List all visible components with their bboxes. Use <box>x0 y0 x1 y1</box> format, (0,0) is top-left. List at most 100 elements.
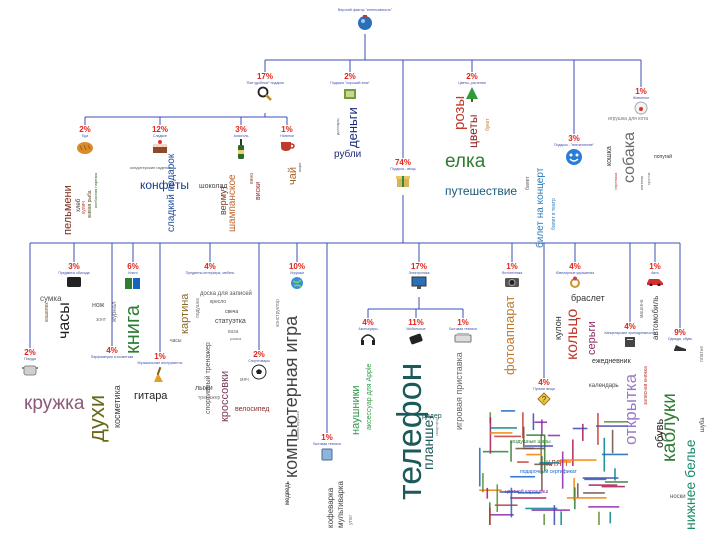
word-int-5: подушка <box>195 298 201 318</box>
word-sport-5: спортивный тренажер <box>205 342 212 414</box>
word-animal-3: попугай <box>654 154 672 160</box>
cloud-texture-mark <box>526 453 542 456</box>
word-impress-3: билет <box>525 176 531 190</box>
pet-icon <box>634 101 648 115</box>
node-alcohol[interactable]: 3% Алкоголь <box>206 125 276 159</box>
node-perfume[interactable]: 4% Парфюмерия и косметика <box>77 346 147 359</box>
cloud-texture-mark <box>534 421 548 424</box>
cloud-texture-mark <box>526 434 545 436</box>
wallet-icon <box>67 277 81 287</box>
word-animal-1: кошка <box>606 146 613 166</box>
node-dishes[interactable]: 2% Посуда <box>0 348 65 376</box>
pct-photo: 1% <box>506 262 518 271</box>
node-other[interactable]: 4% Прочие вещи ? <box>509 378 579 406</box>
cloud-texture-mark <box>482 450 509 453</box>
pct-phones: 11% <box>408 318 424 327</box>
word-cl-4: носки <box>670 494 686 500</box>
node-impress[interactable]: 3% Подарок - "впечатление" <box>539 134 609 166</box>
pct-animal: 1% <box>635 87 647 96</box>
word-sport-4: тренажер <box>198 395 221 401</box>
word-food-4: колбасная нарезка <box>93 172 98 208</box>
node-drinks[interactable]: 1% Напитки <box>252 125 322 153</box>
node-interior[interactable]: 4% Предметы интерьера, мебель <box>175 262 245 275</box>
node-books[interactable]: 6% Книги <box>98 262 168 290</box>
node-games[interactable]: 10% Игрушки <box>262 262 332 290</box>
pct-headphones: 4% <box>362 318 374 327</box>
word-money-2: доллары <box>335 118 340 135</box>
pct-clothes: 9% <box>674 328 686 337</box>
caption-other: Прочие вещи <box>533 387 555 391</box>
node-car[interactable]: 1% Авто <box>620 262 690 286</box>
cloud-texture-mark <box>601 485 625 488</box>
node-office[interactable]: 1% Бытовая техника <box>292 433 362 461</box>
word-alc-2: виски <box>255 181 262 200</box>
word-alc-1: шампанское <box>227 174 238 232</box>
root-node[interactable]: Верхний фактор "интенсивность" <box>310 8 420 31</box>
node-money[interactable]: 2% Подарок "хороший знак" <box>315 72 385 102</box>
root-caption: Верхний фактор "интенсивность" <box>337 8 393 12</box>
node-food[interactable]: 2% Еда <box>50 125 120 155</box>
cloud-texture-mark <box>489 417 492 454</box>
cloud-texture-mark <box>510 475 535 478</box>
word-cl-2: нижнее белье <box>682 439 698 530</box>
cloud-texture-mark <box>611 429 614 454</box>
pct-impress: 3% <box>568 134 580 143</box>
cloud-texture-mark <box>561 451 564 489</box>
cloud-texture-mark <box>566 497 607 499</box>
pct-office: 1% <box>321 433 333 442</box>
word-int-6: ваза <box>228 329 239 335</box>
node-electronics[interactable]: 17% Электроника <box>384 262 454 290</box>
cloud-texture-mark <box>489 427 517 429</box>
monitor-icon <box>411 276 427 289</box>
money-icon <box>344 89 356 99</box>
node-phones[interactable]: 11% Мобильные <box>381 318 451 346</box>
pct-perfume: 4% <box>106 346 118 355</box>
node-consoles[interactable]: 1% Бытовая техника <box>428 318 498 344</box>
caption-dishes: Посуда <box>24 357 36 361</box>
gift-icon <box>396 176 410 187</box>
word-games-2: медведь <box>285 481 291 505</box>
pct-drinks: 1% <box>281 125 293 134</box>
cloud-texture-mark <box>553 505 556 525</box>
word-cards-3: записная книжка <box>643 366 649 405</box>
question-sign-icon: ? <box>537 392 551 406</box>
node-music[interactable]: 1% Музыкальные инструменты <box>125 352 195 384</box>
caption-perfume: Парфюмерия и косметика <box>90 355 134 359</box>
node-clothes[interactable]: 9% Одежда, обувь <box>645 328 715 352</box>
node-accessories[interactable]: 3% Предметы обихода <box>39 262 109 288</box>
node-sweets[interactable]: 12% Сладкое <box>125 125 195 155</box>
node-photo[interactable]: 1% Фототехника <box>477 262 547 288</box>
node-gifts[interactable]: 17% "Все удобные" подарки <box>230 72 300 102</box>
bread-icon <box>77 142 93 154</box>
word-ph-2: ридер <box>422 413 442 420</box>
node-flowers[interactable]: 2% Цветы, растения <box>437 72 507 102</box>
word-jw-0: кольцо <box>564 308 581 360</box>
pct-flowers: 2% <box>466 72 478 81</box>
word-money-0: деньги <box>345 107 360 148</box>
cloud-texture-mark <box>522 412 524 439</box>
node-sport[interactable]: 2% Спорттовары <box>224 350 294 380</box>
caption-animal: Животное <box>632 96 650 100</box>
pct-sport: 2% <box>253 350 265 359</box>
word-acc-3: зонт <box>96 317 107 323</box>
node-cards[interactable]: 4% Канцелярские принадлежности <box>595 322 665 348</box>
node-material[interactable]: 74% Подарок - вещь <box>368 158 438 188</box>
word-flowers-2: елка <box>445 151 486 172</box>
node-animal[interactable]: 1% Животное <box>606 87 676 115</box>
phone-icon <box>409 333 423 345</box>
word-sweets-3: кондитерские изделия <box>130 165 172 170</box>
caption-money: Подарок "хороший знак" <box>330 81 370 85</box>
word-impress-1: билет на концерт <box>535 167 546 248</box>
pct-games: 10% <box>288 262 305 271</box>
cloud-texture-mark <box>501 410 516 412</box>
bottle-icon <box>238 139 244 159</box>
cloud-texture-mark <box>609 511 612 524</box>
node-headphones[interactable]: 4% Аксессуары <box>333 318 403 346</box>
cloud-texture-mark <box>547 434 561 437</box>
word-int-7: часы <box>170 338 182 344</box>
pct-material: 74% <box>394 158 411 167</box>
node-jewelry[interactable]: 4% Ювелирные украшения <box>540 262 610 288</box>
caption-drinks: Напитки <box>280 134 294 138</box>
